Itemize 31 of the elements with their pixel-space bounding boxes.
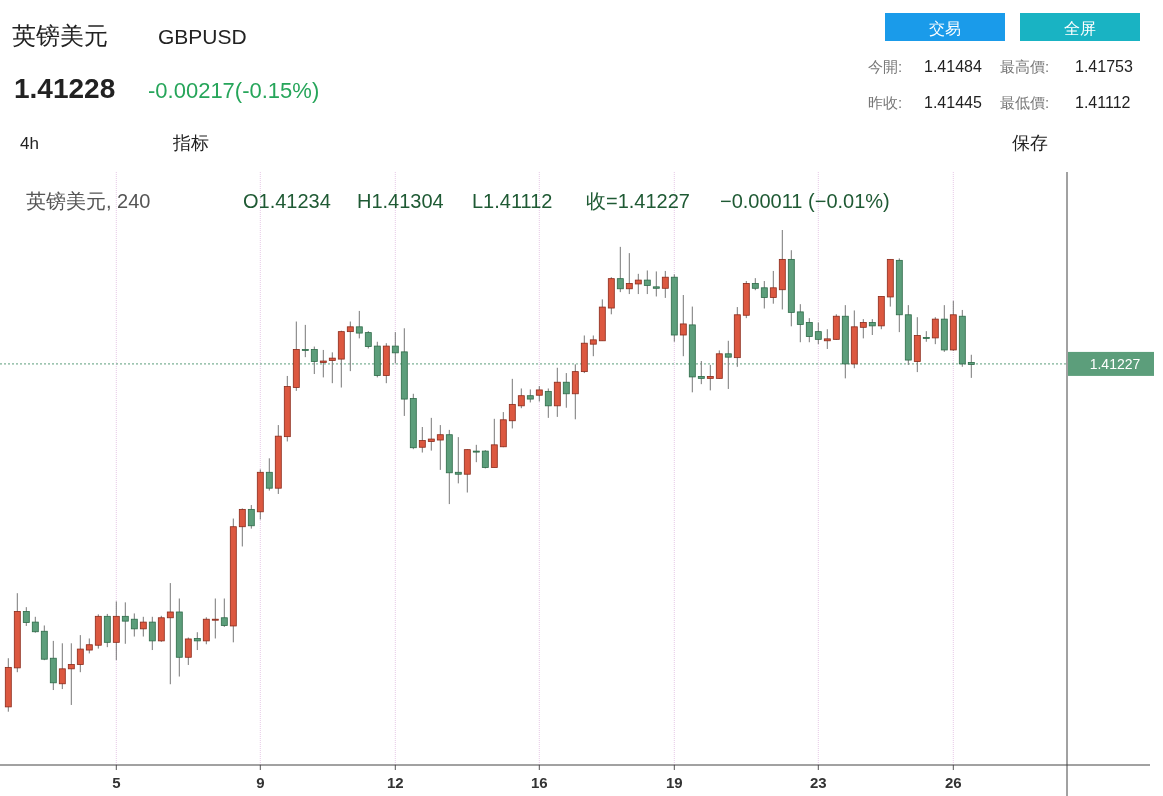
annotation: 1.41228 bbox=[14, 73, 116, 104]
annotation: 昨收: bbox=[868, 94, 903, 111]
annotation: 全屏 bbox=[1064, 20, 1096, 37]
x-tick-label: 19 bbox=[665, 774, 683, 791]
annotation: 最高價: bbox=[1000, 58, 1050, 75]
annotation: 4h bbox=[20, 134, 39, 153]
annotation: 保存 bbox=[1012, 133, 1048, 153]
subtitle: GBPUSD bbox=[158, 25, 247, 48]
x-tick-label: 16 bbox=[530, 774, 548, 791]
annotation: 指标 bbox=[173, 133, 209, 153]
x-tick-label: 5 bbox=[112, 774, 121, 791]
annotation: 最低價: bbox=[1000, 94, 1050, 111]
x-tick-label: 9 bbox=[256, 774, 265, 791]
annotation: -0.00217(-0.15%) bbox=[148, 78, 320, 103]
annotation: 1.41445 bbox=[924, 94, 982, 111]
title: 英镑美元 bbox=[12, 22, 108, 49]
x-tick-label: 26 bbox=[944, 774, 962, 791]
annotation: 1.41112 bbox=[1075, 94, 1131, 111]
annotation: −0.00011 (−0.01%) bbox=[720, 190, 890, 212]
annotation: 今開: bbox=[868, 58, 903, 75]
annotation: H1.41304 bbox=[357, 190, 444, 212]
ref-line-label: 1.41227 bbox=[1068, 351, 1154, 376]
annotation: O1.41234 bbox=[243, 190, 331, 212]
annotation: L1.41112 bbox=[472, 190, 553, 212]
annotation: 收=1.41227 bbox=[586, 190, 690, 212]
annotation: 1.41753 bbox=[1075, 58, 1133, 75]
annotation: 英镑美元, 240 bbox=[26, 190, 151, 212]
x-tick-label: 12 bbox=[386, 774, 404, 791]
x-tick-label: 23 bbox=[809, 774, 827, 791]
annotation: 交易 bbox=[929, 20, 961, 37]
annotation: 1.41484 bbox=[924, 58, 982, 75]
